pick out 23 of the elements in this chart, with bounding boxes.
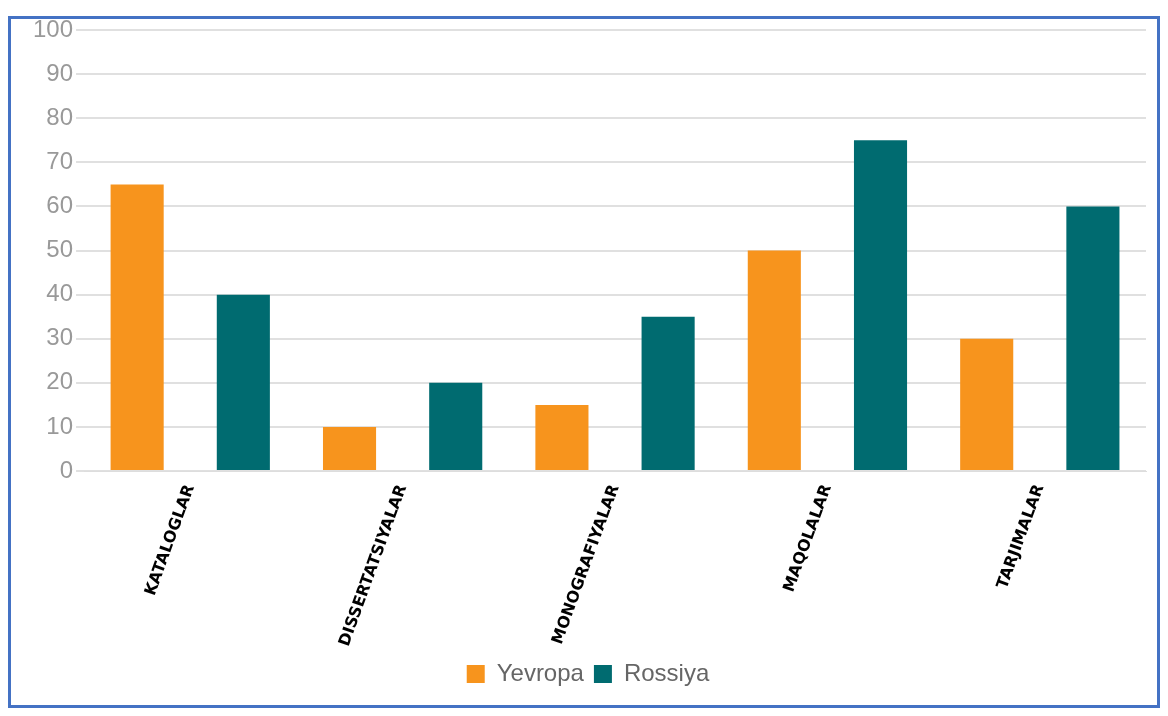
bar	[216, 294, 270, 471]
bar	[747, 250, 801, 471]
legend-label: Rossiya	[623, 658, 710, 686]
bar	[641, 316, 695, 471]
y-tick-label: 80	[46, 102, 74, 130]
y-tick-label: 60	[46, 191, 74, 219]
bar	[960, 338, 1014, 471]
y-tick-label: 90	[46, 58, 74, 86]
y-tick-label: 10	[46, 411, 74, 439]
bar	[429, 382, 483, 471]
bar	[535, 404, 589, 471]
y-tick-label: 40	[46, 279, 74, 307]
y-tick-label: 50	[46, 235, 74, 263]
y-tick-label: 70	[46, 146, 74, 174]
y-tick-label: 0	[59, 455, 74, 483]
y-tick-label: 20	[46, 367, 74, 395]
y-tick-label: 30	[46, 323, 74, 351]
bar	[1066, 206, 1120, 471]
bar	[110, 184, 164, 471]
legend-label: Yevropa	[496, 658, 585, 686]
bar	[322, 426, 377, 471]
bar	[853, 140, 908, 471]
y-tick-label: 100	[33, 14, 74, 42]
